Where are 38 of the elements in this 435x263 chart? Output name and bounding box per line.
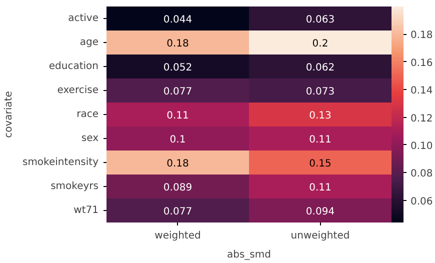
x-axis-title: abs_smd [227, 250, 271, 260]
data-label: 0.062 [306, 62, 335, 74]
data-label: 0.13 [309, 110, 332, 122]
y-tick-label: education [48, 61, 99, 72]
data-label: 0.11 [309, 182, 332, 194]
data-label: 0.2 [312, 38, 328, 50]
data-label: 0.052 [163, 62, 192, 74]
x-tick-label: unweighted [290, 230, 350, 242]
data-label: 0.18 [166, 158, 189, 170]
y-tick-label: age [80, 37, 99, 48]
data-label: 0.15 [309, 158, 332, 170]
color-bar-label: 0.18 [410, 30, 433, 42]
data-label: 0.077 [163, 206, 192, 218]
color-bar-label: 0.10 [410, 140, 433, 152]
data-label: 0.11 [309, 134, 332, 146]
y-tick-label: active [68, 13, 99, 24]
y-axis-title: covariate [3, 91, 14, 138]
data-label: 0.073 [306, 86, 335, 98]
data-label: 0.11 [166, 110, 189, 122]
color-bar-label: 0.08 [410, 168, 433, 180]
data-label: 0.077 [163, 86, 192, 98]
x-tick-label: weighted [154, 230, 201, 242]
y-tick-label: exercise [57, 85, 99, 96]
data-label: 0.063 [306, 14, 335, 26]
y-tick-label: smokeintensity [22, 157, 99, 168]
data-label: 0.094 [306, 206, 335, 218]
color-bar-label: 0.14 [410, 86, 433, 97]
color-bar-label: 0.06 [410, 196, 433, 208]
y-tick-label: wt71 [74, 205, 99, 216]
y-tick-label: race [76, 109, 98, 120]
y-tick-label: sex [81, 133, 99, 144]
data-label: 0.1 [170, 134, 186, 146]
y-tick-label: smokeyrs [50, 181, 99, 192]
data-label: 0.089 [163, 182, 192, 194]
data-label: 0.18 [166, 38, 189, 50]
data-label: 0.044 [163, 14, 192, 26]
color-bar-label: 0.16 [410, 58, 433, 69]
color-bar-label: 0.12 [410, 113, 433, 124]
